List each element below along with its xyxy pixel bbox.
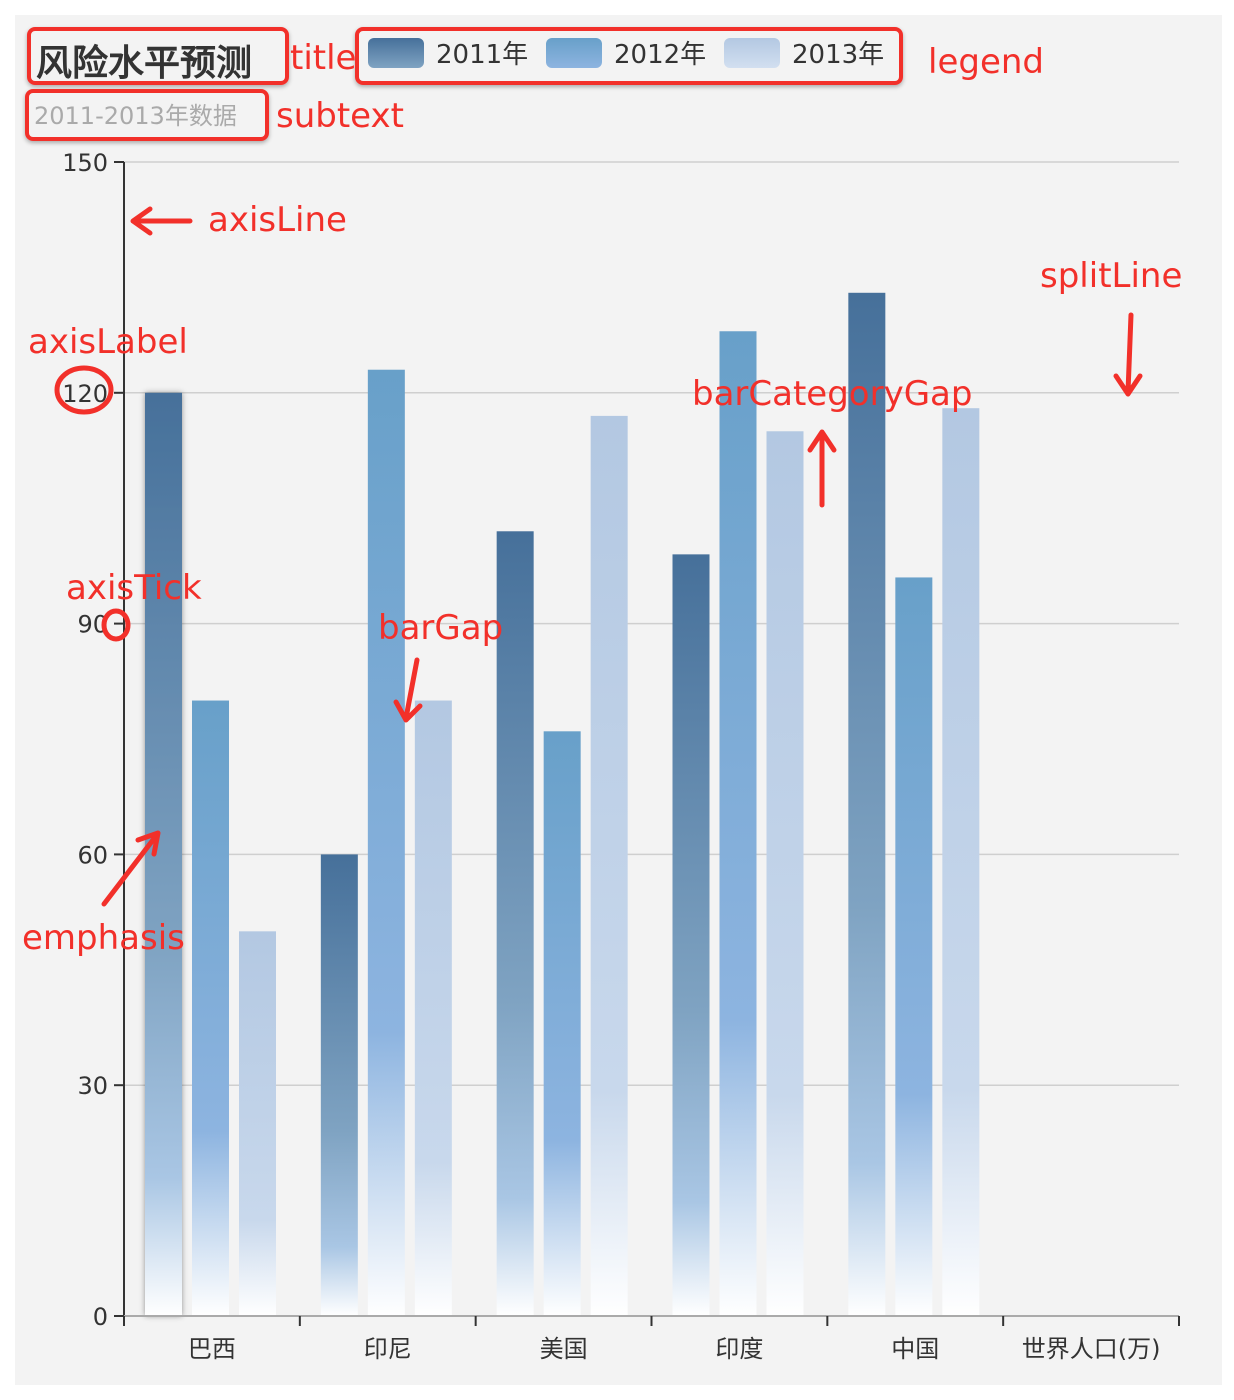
bar-2013年-中国[interactable] (942, 408, 980, 1317)
bar-2012年-印度[interactable] (719, 331, 757, 1317)
y-tick-label: 30 (77, 1072, 108, 1100)
bar-2011年-印度[interactable] (672, 554, 710, 1316)
annotation-axistick: axisTick (66, 568, 202, 608)
bar-2012年-印尼[interactable] (367, 369, 405, 1317)
annotation-bargap: barGap (378, 608, 504, 648)
x-tick-label: 中国 (891, 1335, 939, 1363)
legend-label: 2012年 (614, 40, 707, 70)
x-tick-label: 美国 (540, 1335, 588, 1363)
x-axis-name: 世界人口(万) (1022, 1335, 1161, 1363)
chart-subtitle: 2011-2013年数据 (34, 102, 237, 130)
y-tick-label: 0 (93, 1303, 108, 1331)
y-tick-label: 120 (62, 380, 108, 408)
legend-swatch (546, 37, 602, 68)
y-tick-label: 90 (77, 611, 108, 639)
bar-2011年-巴西[interactable] (145, 392, 182, 1316)
legend-label: 2013年 (792, 40, 885, 70)
annotation-axislabel: axisLabel (28, 322, 188, 362)
y-tick-label: 150 (62, 149, 108, 177)
legend-item-2013[interactable]: 2013年 (724, 34, 884, 71)
legend-highlight-box (355, 27, 903, 85)
legend-item-2012[interactable]: 2012年 (546, 34, 706, 71)
subtext-highlight-box (25, 89, 269, 141)
annotation-legend: legend (928, 42, 1044, 82)
legend-item-2011[interactable]: 2011年 (368, 34, 528, 71)
legend-swatch (368, 37, 424, 68)
annotation-subtext: subtext (276, 96, 404, 136)
bar-2013年-美国[interactable] (590, 415, 628, 1316)
bar-2013年-印尼[interactable] (414, 700, 452, 1316)
annotation-axisline: axisLine (208, 200, 347, 240)
annotation-title: title (290, 38, 357, 78)
bar-2011年-中国[interactable] (848, 292, 886, 1317)
bar-2011年-美国[interactable] (496, 531, 534, 1316)
bar-2012年-巴西[interactable] (192, 700, 229, 1316)
legend-swatch (724, 37, 780, 68)
x-tick-label: 印尼 (364, 1335, 412, 1363)
bar-2013年-印度[interactable] (766, 431, 804, 1316)
y-tick-label: 60 (77, 841, 108, 869)
legend-label: 2011年 (436, 40, 529, 70)
chart-title: 风险水平预测 (36, 43, 253, 84)
title-highlight-box (27, 27, 289, 85)
bar-2012年-中国[interactable] (895, 577, 933, 1316)
annotation-splitline: splitLine (1040, 256, 1183, 296)
bar-2012年-美国[interactable] (543, 731, 581, 1316)
annotation-barcategorygap: barCategoryGap (692, 374, 973, 414)
x-tick-label: 巴西 (188, 1335, 236, 1363)
bar-2011年-印尼[interactable] (320, 854, 358, 1316)
bar-2013年-巴西[interactable] (239, 931, 276, 1316)
annotation-emphasis: emphasis (22, 918, 185, 958)
x-tick-label: 印度 (715, 1335, 763, 1363)
